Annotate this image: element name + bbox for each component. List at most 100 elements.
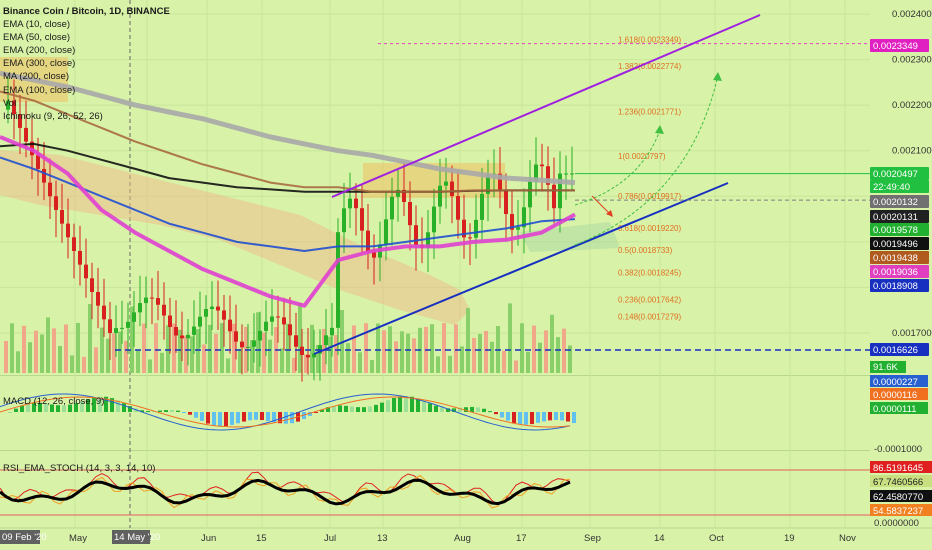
macd-histogram-bar: [128, 406, 132, 412]
macd-histogram-bar: [98, 396, 102, 412]
candle-body: [168, 315, 172, 328]
candle-body: [66, 223, 70, 238]
candle-body: [48, 182, 52, 197]
volume-bar: [88, 304, 92, 373]
indicator-label[interactable]: EMA (300, close): [3, 58, 76, 70]
volume-bar: [454, 324, 458, 373]
candle-body: [444, 181, 448, 186]
candle-body: [102, 305, 106, 320]
macd-histogram-bar: [68, 404, 72, 412]
candle-body: [564, 173, 568, 175]
volume-bar: [118, 331, 122, 373]
macd-histogram-bar: [50, 404, 54, 412]
volume-bar: [10, 323, 14, 373]
candle-body: [246, 346, 250, 348]
candle-body: [84, 264, 88, 279]
volume-bar: [544, 330, 548, 373]
macd-histogram-bar: [314, 412, 318, 413]
macd-histogram-bar: [242, 412, 246, 422]
macd-histogram-bar: [470, 406, 474, 412]
volume-bar: [400, 331, 404, 373]
volume-bar: [202, 344, 206, 373]
volume-bar: [502, 350, 506, 373]
indicator-label[interactable]: EMA (50, close): [3, 32, 71, 44]
macd-histogram-bar: [404, 396, 408, 412]
projection-arrow: [574, 129, 661, 206]
macd-histogram-bar: [452, 408, 456, 412]
macd-histogram-bar: [290, 412, 294, 424]
macd-histogram-bar: [176, 410, 180, 412]
candle-body: [540, 164, 544, 167]
macd-histogram-bar: [572, 412, 576, 424]
volume-bar: [286, 323, 290, 373]
volume-bar: [184, 335, 188, 373]
price-badge-label: 0.0020131: [873, 212, 918, 223]
macd-histogram-bar: [374, 404, 378, 412]
volume-bar: [364, 323, 368, 373]
volume-bar: [520, 323, 524, 373]
candle-body: [546, 166, 550, 185]
candle-body: [96, 291, 100, 306]
indicator-label[interactable]: EMA (200, close): [3, 45, 76, 57]
indicator-label[interactable]: EMA (10, close): [3, 19, 71, 31]
macd-histogram-bar: [38, 402, 42, 412]
fib-level-label: 0.236(0.0017642): [618, 296, 682, 305]
indicator-line: [0, 90, 575, 193]
candle-body: [390, 196, 394, 220]
indicator-line: [0, 70, 576, 186]
candle-body: [24, 127, 28, 142]
pane-divider: [0, 375, 870, 376]
candle-body: [300, 346, 304, 355]
rsi-badge-label: 62.4580770: [873, 492, 923, 503]
price-badge: [870, 265, 929, 278]
indicator-label[interactable]: Vol: [3, 97, 17, 109]
time-tick-label: Nov: [839, 533, 856, 544]
volume-bar: [394, 341, 398, 373]
volume-bar: [382, 330, 386, 373]
macd-histogram-bar: [512, 412, 516, 423]
macd-histogram-bar: [380, 402, 384, 412]
indicator-label[interactable]: Ichimoku (9, 26, 52, 26): [3, 110, 103, 122]
candle-body: [282, 317, 286, 325]
candle-body: [72, 237, 76, 251]
candle-body: [426, 232, 430, 248]
rsi-pane-label[interactable]: RSI_EMA_STOCH (14, 3, 3, 14, 10): [3, 463, 156, 474]
macd-histogram-bar: [506, 412, 510, 421]
macd-badge: [870, 375, 928, 387]
volume-bar: [214, 333, 218, 373]
macd-badge: [870, 388, 928, 400]
macd-histogram-bar: [560, 412, 564, 421]
macd-tick-label: -0.0001000: [874, 444, 922, 455]
candle-body: [306, 354, 310, 358]
macd-pane-label[interactable]: MACD (12, 26, close, 9): [3, 396, 105, 407]
volume-bar: [76, 323, 80, 373]
candle-body: [126, 321, 130, 328]
macd-histogram-bar: [494, 412, 498, 415]
cursor-date-badge: [112, 530, 150, 544]
volume-bar: [22, 325, 26, 373]
macd-histogram-bar: [356, 407, 360, 412]
macd-histogram-bar: [236, 412, 240, 424]
indicator-label[interactable]: EMA (100, close): [3, 84, 76, 96]
candle-body: [384, 219, 388, 245]
volume-bar: [94, 347, 98, 373]
price-badge-label: 0.0018908: [873, 281, 918, 292]
macd-histogram-bar: [530, 412, 534, 425]
candle-body: [312, 353, 316, 358]
candle-body: [552, 184, 556, 209]
volume-bar: [124, 340, 128, 373]
volume-bar: [166, 325, 170, 373]
price-badge: [870, 237, 929, 250]
volume-bar: [238, 348, 242, 373]
time-tick-label: 13: [377, 533, 388, 544]
volume-bar: [112, 333, 116, 373]
indicator-label[interactable]: MA (200, close): [3, 71, 69, 83]
cursor-date-badge: [0, 530, 40, 544]
macd-histogram-bar: [110, 398, 114, 412]
macd-badge: [870, 402, 928, 414]
macd-histogram-bar: [254, 412, 258, 420]
time-tick-label: May: [69, 533, 87, 544]
time-tick-label: 14: [654, 533, 665, 544]
candle-body: [228, 319, 232, 332]
